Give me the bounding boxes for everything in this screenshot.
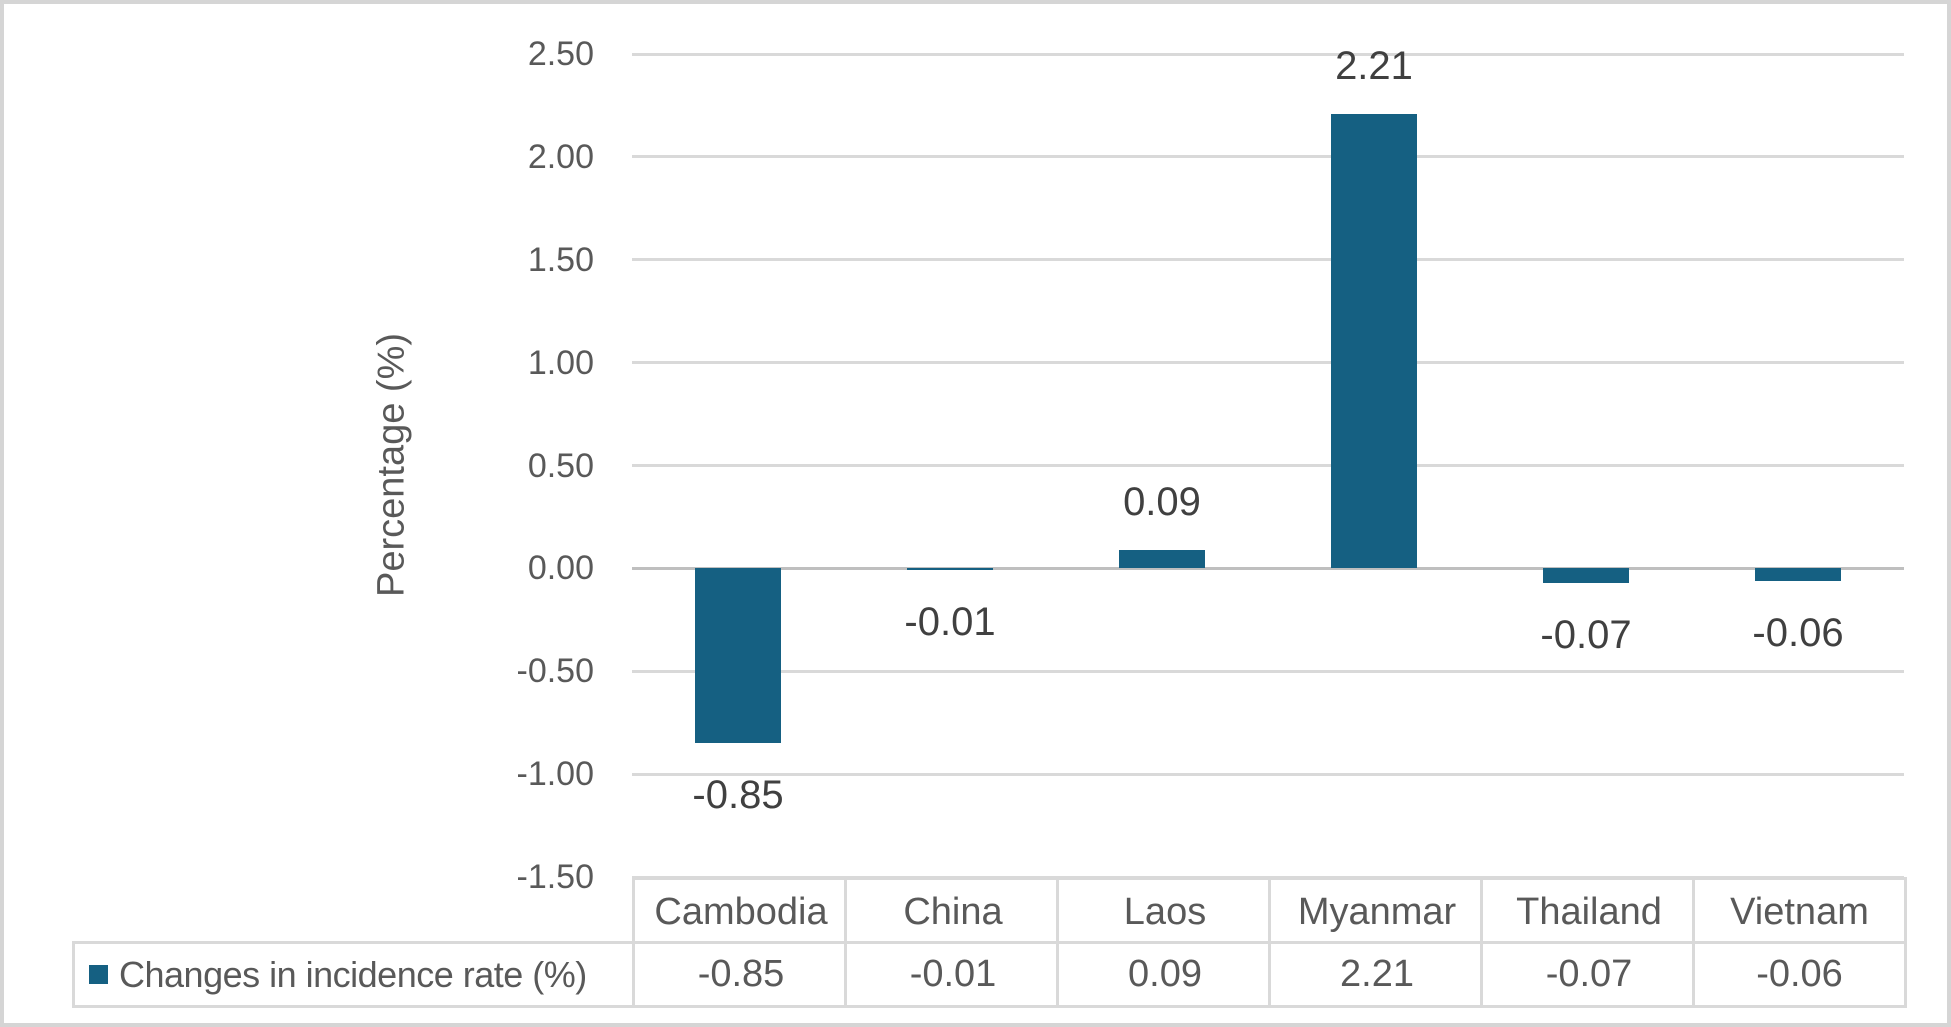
data-label: -0.01: [904, 600, 996, 645]
data-label: -0.85: [692, 773, 784, 818]
table-header-cell: Thailand: [1480, 877, 1695, 944]
y-axis-title: Percentage (%): [370, 332, 413, 598]
table-value-cell: 0.09: [1056, 941, 1271, 1008]
bar-cambodia: [695, 568, 781, 744]
legend-row: Changes in incidence rate (%): [72, 941, 635, 1008]
bar-thailand: [1543, 568, 1629, 583]
table-header-cell: Myanmar: [1268, 877, 1483, 944]
data-label: 2.21: [1335, 43, 1413, 88]
y-tick-label: -1.00: [516, 755, 595, 794]
y-tick-label: -0.50: [516, 652, 595, 691]
gridline: [632, 361, 1904, 365]
table-header-cell: Vietnam: [1692, 877, 1907, 944]
data-label: -0.07: [1540, 612, 1632, 657]
table-header-cell: Cambodia: [632, 877, 847, 944]
y-tick-label: 1.00: [527, 343, 594, 382]
table-value-cell: -0.01: [844, 941, 1059, 1008]
data-label: 0.09: [1123, 479, 1201, 524]
table-value-cell: -0.06: [1692, 941, 1907, 1008]
table-value-cell: -0.85: [632, 941, 847, 1008]
gridline: [632, 52, 1904, 56]
y-tick-label: 2.50: [527, 35, 594, 73]
bar-laos: [1119, 549, 1205, 569]
gridline: [632, 772, 1904, 776]
legend-key-swatch-icon: [89, 965, 108, 984]
table-header-cell: China: [844, 877, 1059, 944]
bar-myanmar: [1331, 113, 1417, 569]
y-tick-label: 1.50: [527, 240, 594, 279]
legend-label: Changes in incidence rate (%): [119, 953, 587, 995]
gridline: [632, 155, 1904, 159]
table-value-cell: 2.21: [1268, 941, 1483, 1008]
y-tick-label: 0.50: [527, 446, 594, 485]
bar-vietnam: [1755, 568, 1841, 581]
data-label: -0.06: [1752, 610, 1844, 655]
gridline: [632, 669, 1904, 673]
y-tick-label: 0.00: [527, 549, 594, 588]
gridline: [632, 566, 1904, 570]
gridline: [632, 258, 1904, 262]
y-tick-label: 2.00: [527, 137, 594, 176]
bar-china: [907, 568, 993, 571]
table-value-cell: -0.07: [1480, 941, 1695, 1008]
y-tick-label: -1.50: [516, 858, 595, 896]
table-header-cell: Laos: [1056, 877, 1271, 944]
gridline: [632, 464, 1904, 467]
